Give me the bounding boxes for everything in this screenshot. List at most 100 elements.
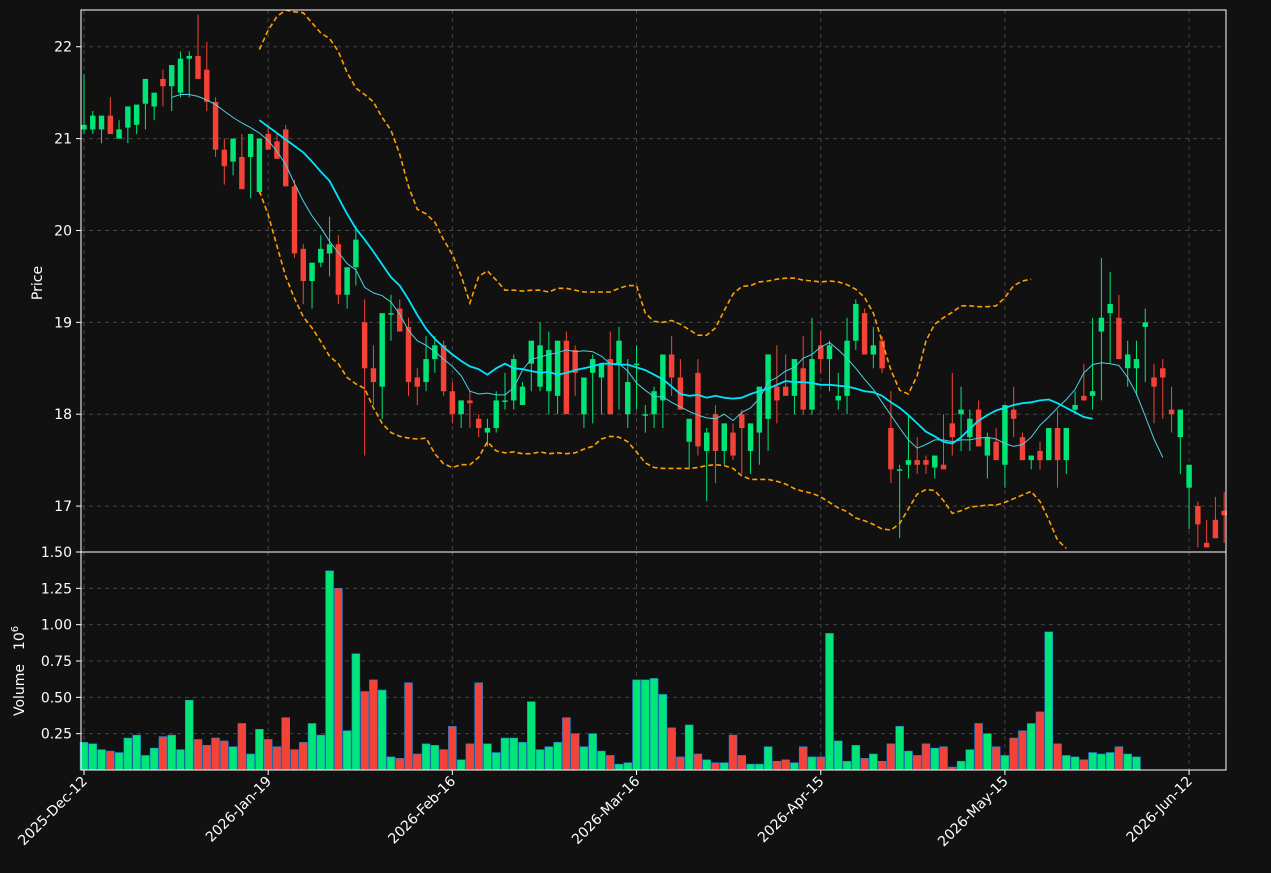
volume-bar: [886, 743, 896, 771]
candle-body: [283, 129, 289, 187]
volume-bar: [676, 756, 685, 771]
volume-bar: [983, 733, 992, 771]
candle-body: [940, 464, 947, 470]
price-tick-label: 21: [54, 132, 72, 148]
volume-bar: [1114, 746, 1124, 771]
volume-tick-label: 0.75: [41, 654, 72, 670]
candle-body: [318, 248, 324, 263]
volume-bar: [579, 746, 589, 771]
candle-body: [800, 368, 806, 410]
candle-body: [625, 382, 631, 415]
volume-bar: [439, 749, 448, 771]
volume-bar: [141, 755, 150, 771]
candle-body: [914, 460, 920, 465]
candle-body: [353, 239, 359, 268]
volume-axis-label: Volume: [12, 664, 28, 716]
volume-bar: [1053, 743, 1062, 771]
candle-body: [195, 55, 201, 79]
candle-body: [247, 134, 254, 157]
volume-bar: [877, 760, 887, 771]
candle-body: [221, 149, 228, 167]
volume-bar: [711, 762, 720, 771]
volume-bar: [114, 752, 124, 771]
volume-bar: [684, 724, 694, 771]
volume-bar: [474, 682, 483, 771]
candle-body: [932, 455, 938, 468]
candle-body: [712, 414, 719, 451]
volume-bar: [1123, 753, 1132, 771]
candle-body: [660, 354, 666, 401]
volume-bar: [149, 747, 159, 771]
volume-tick-label: 0.50: [41, 690, 72, 706]
volume-bar: [202, 744, 212, 771]
candle-body: [782, 386, 789, 396]
candle-body: [730, 432, 736, 456]
candle-body: [177, 58, 184, 93]
candle-body: [326, 244, 333, 254]
candle-body: [142, 78, 149, 104]
candle-body: [1142, 322, 1148, 327]
candle-body: [1186, 464, 1192, 488]
candle-body: [1063, 427, 1070, 461]
volume-bar: [930, 747, 939, 771]
candle-body: [1019, 437, 1026, 461]
candle-body: [1124, 354, 1131, 369]
candle-body: [1081, 395, 1087, 401]
candle-body: [1028, 455, 1034, 461]
volume-bar: [1035, 711, 1045, 771]
volume-bar: [334, 588, 343, 771]
volume-bar: [746, 763, 755, 771]
volume-bar: [421, 743, 431, 771]
candle-body: [809, 359, 815, 410]
candle-body: [160, 78, 166, 87]
volume-bar: [220, 740, 229, 771]
candle-body: [835, 395, 841, 401]
candle-body: [984, 437, 991, 456]
volume-bar: [1105, 752, 1115, 771]
volume-bar: [614, 763, 624, 771]
candle-body: [721, 423, 727, 451]
candle-body: [397, 308, 403, 332]
volume-bar: [763, 746, 773, 771]
candle-body: [361, 322, 368, 369]
candle-body: [870, 345, 877, 355]
candle-body: [186, 55, 192, 59]
candle-body: [511, 359, 517, 401]
candle-body: [1098, 317, 1105, 332]
candle-body: [528, 340, 535, 364]
volume-bar: [842, 760, 852, 771]
volume-bar: [781, 759, 790, 771]
candle-body: [344, 267, 350, 295]
candle-body: [502, 400, 508, 402]
volume-bar: [1088, 752, 1097, 771]
volume-bar: [360, 691, 369, 771]
volume-bar: [623, 762, 633, 771]
volume-bar: [1097, 753, 1106, 771]
volume-bar: [825, 633, 834, 771]
volume-bar: [237, 723, 247, 771]
price-tick-label: 19: [54, 315, 72, 331]
volume-bar: [351, 653, 361, 771]
lower-band-line: [258, 190, 1067, 549]
volume-bar: [491, 752, 501, 771]
volume-bar: [570, 733, 580, 771]
volume-bar: [834, 740, 843, 771]
candle-body: [554, 340, 561, 396]
candle-body: [493, 400, 499, 428]
candle-body: [204, 69, 210, 102]
candle-body: [791, 359, 798, 396]
candle-body: [1046, 427, 1052, 461]
candle-body: [651, 391, 657, 415]
volume-bar: [167, 734, 176, 771]
candle-body: [896, 469, 903, 471]
volume-bar: [509, 737, 519, 771]
candle-body: [826, 345, 833, 360]
volume-bar: [185, 699, 194, 771]
volume-bar: [851, 744, 861, 771]
candle-body: [765, 354, 771, 419]
volume-bar: [342, 730, 352, 771]
candle-body: [1203, 542, 1210, 548]
volume-bar: [211, 737, 220, 771]
candle-body: [90, 115, 96, 130]
